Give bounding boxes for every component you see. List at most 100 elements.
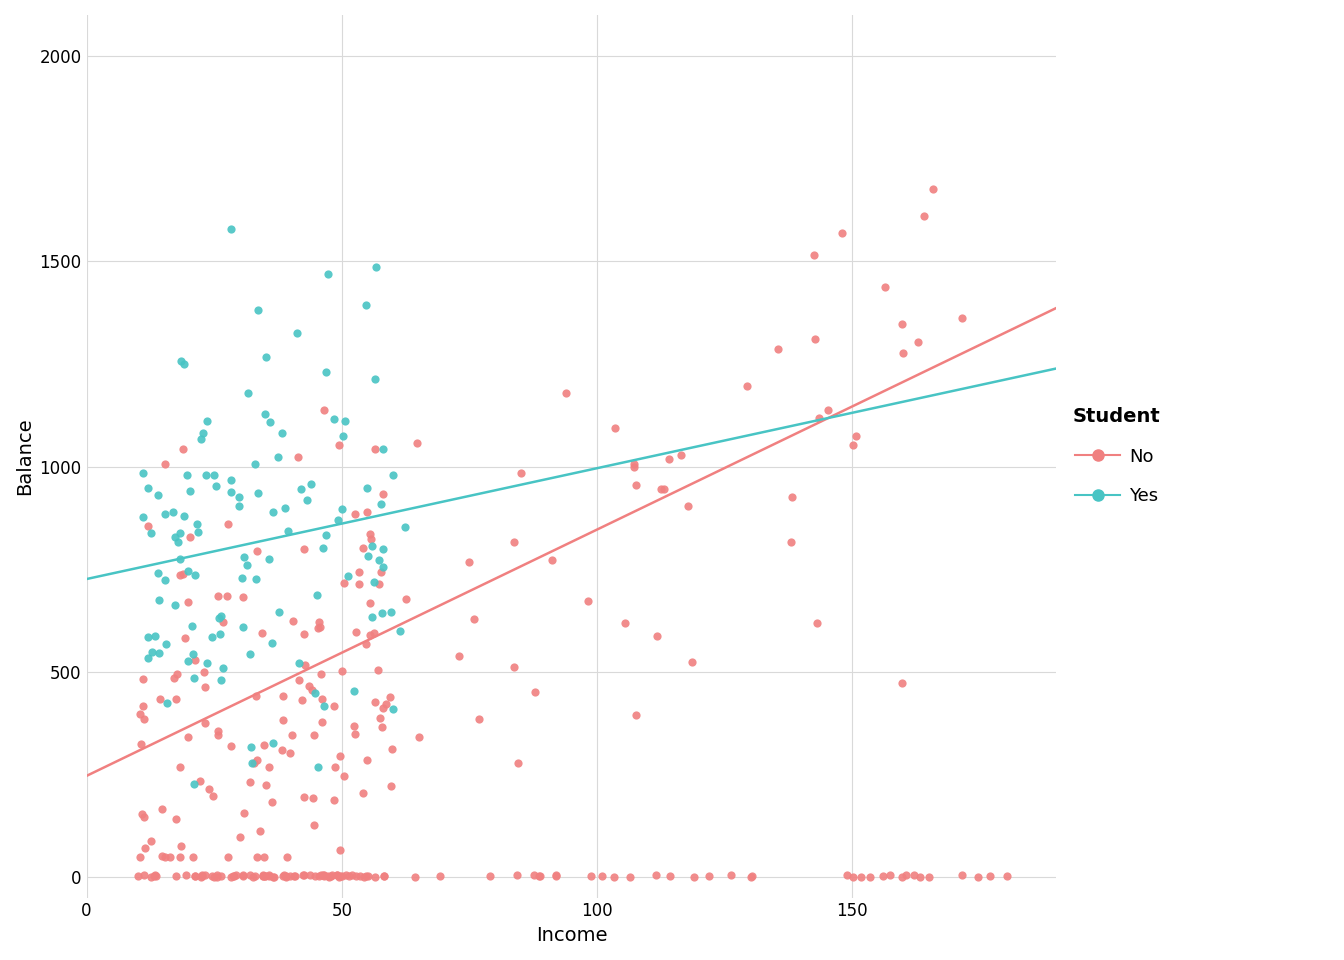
Point bbox=[137, 629, 159, 644]
Point bbox=[223, 868, 245, 883]
Point bbox=[204, 478, 226, 493]
Point bbox=[380, 604, 402, 619]
Point bbox=[137, 518, 159, 534]
Point bbox=[190, 773, 211, 788]
Point bbox=[177, 594, 199, 610]
Point bbox=[267, 604, 289, 619]
Point bbox=[144, 869, 165, 884]
Point bbox=[196, 413, 218, 428]
Point bbox=[364, 694, 386, 709]
Point bbox=[202, 630, 223, 645]
Point bbox=[173, 509, 195, 524]
Point bbox=[251, 625, 273, 640]
Point bbox=[653, 482, 675, 497]
Point bbox=[332, 428, 353, 444]
Point bbox=[159, 849, 180, 864]
Point bbox=[367, 661, 388, 677]
Point bbox=[261, 635, 282, 650]
Point bbox=[323, 412, 344, 427]
Point bbox=[306, 587, 328, 602]
Point bbox=[880, 868, 902, 883]
Point bbox=[293, 541, 314, 557]
Point bbox=[132, 806, 153, 822]
Point bbox=[132, 509, 153, 524]
Point bbox=[646, 629, 668, 644]
Point bbox=[804, 331, 825, 347]
Point bbox=[344, 726, 366, 741]
Point bbox=[169, 551, 191, 566]
Point bbox=[327, 868, 348, 883]
Point bbox=[363, 625, 384, 640]
Point bbox=[179, 483, 200, 498]
Point bbox=[352, 540, 374, 556]
Point bbox=[952, 310, 973, 325]
Point bbox=[202, 788, 223, 804]
Point bbox=[698, 869, 719, 884]
Point bbox=[261, 794, 282, 809]
Point bbox=[304, 728, 325, 743]
Point bbox=[172, 566, 194, 582]
Point bbox=[831, 226, 852, 241]
Point bbox=[184, 567, 206, 583]
Point bbox=[382, 702, 403, 717]
Point bbox=[274, 868, 296, 883]
Point bbox=[910, 869, 931, 884]
Point bbox=[337, 869, 359, 884]
Point bbox=[233, 868, 254, 883]
Point bbox=[289, 656, 310, 671]
Point bbox=[836, 868, 857, 883]
Point bbox=[141, 644, 163, 660]
Point bbox=[155, 456, 176, 471]
Point bbox=[271, 712, 293, 728]
Point bbox=[337, 568, 359, 584]
Point bbox=[157, 695, 179, 710]
Point bbox=[603, 869, 625, 884]
Point bbox=[191, 868, 212, 883]
Point bbox=[207, 869, 228, 884]
Point bbox=[250, 823, 271, 838]
Point bbox=[310, 868, 332, 883]
Point bbox=[806, 615, 828, 631]
Point bbox=[164, 670, 185, 685]
Point bbox=[148, 645, 169, 660]
Point bbox=[859, 869, 880, 884]
Point bbox=[153, 507, 175, 522]
Point bbox=[132, 672, 153, 687]
Point bbox=[914, 208, 935, 224]
Point bbox=[133, 711, 155, 727]
Point bbox=[203, 468, 224, 483]
Point bbox=[503, 535, 524, 550]
Point bbox=[258, 759, 280, 775]
Point bbox=[544, 869, 566, 884]
Point bbox=[262, 870, 284, 885]
Y-axis label: Balance: Balance bbox=[15, 418, 34, 495]
Point bbox=[290, 692, 312, 708]
Point bbox=[329, 749, 351, 764]
Point bbox=[164, 597, 185, 612]
Point bbox=[220, 484, 242, 499]
Point bbox=[379, 689, 401, 705]
Point bbox=[352, 785, 374, 801]
Point bbox=[892, 346, 914, 361]
Point bbox=[530, 869, 551, 884]
Point bbox=[891, 869, 913, 884]
Point bbox=[360, 531, 382, 546]
Point bbox=[918, 869, 939, 884]
Point bbox=[145, 869, 167, 884]
Point bbox=[245, 868, 266, 883]
Point bbox=[210, 626, 231, 641]
Point bbox=[383, 468, 405, 483]
Point bbox=[300, 868, 321, 883]
Point bbox=[171, 353, 192, 369]
Point bbox=[605, 420, 626, 436]
Point bbox=[297, 492, 319, 508]
Legend: No, Yes: No, Yes bbox=[1066, 400, 1168, 513]
Point bbox=[370, 710, 391, 726]
Point bbox=[262, 504, 284, 519]
Point bbox=[645, 868, 667, 883]
Point bbox=[348, 576, 370, 591]
Point bbox=[183, 646, 204, 661]
Point bbox=[187, 524, 208, 540]
Point bbox=[228, 829, 250, 845]
Point bbox=[395, 591, 417, 607]
